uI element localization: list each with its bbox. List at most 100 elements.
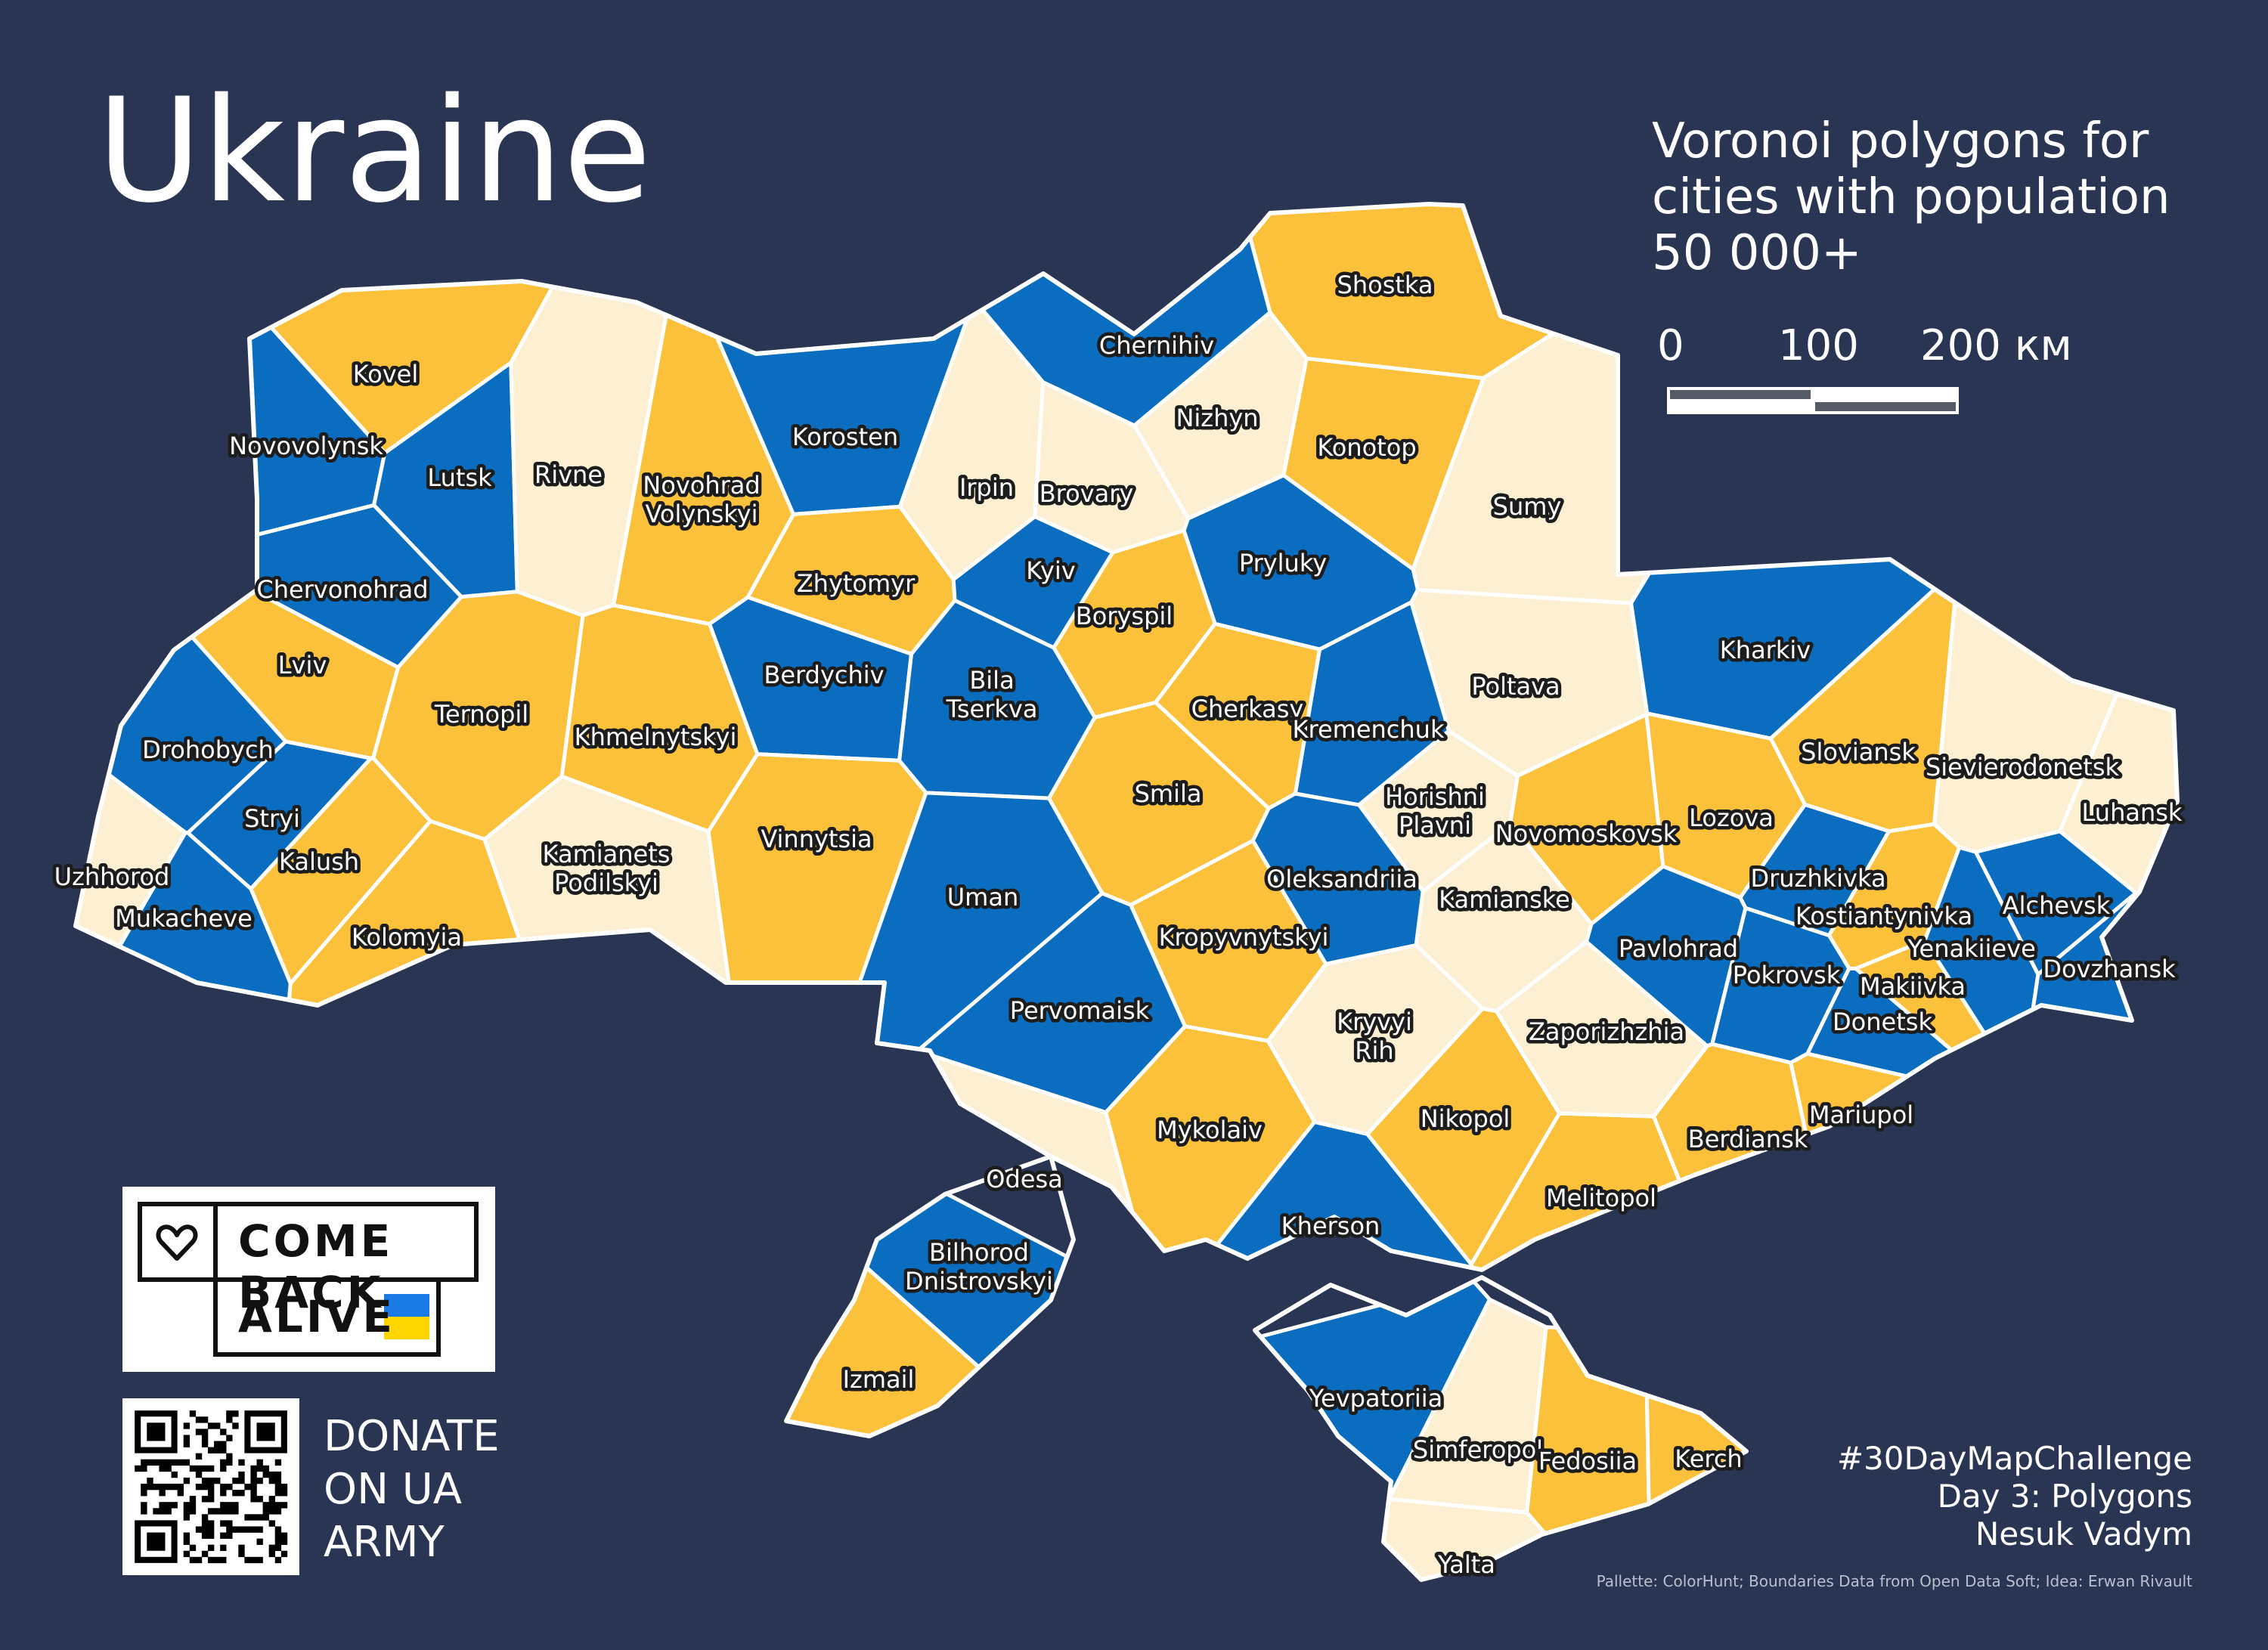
donate-text: DONATE ON UA ARMY	[324, 1410, 500, 1569]
city-label: Donetsk	[1833, 1008, 1932, 1036]
city-label: Kalush	[279, 847, 359, 876]
heart-icon	[156, 1224, 198, 1261]
flag-yellow	[384, 1317, 429, 1339]
scale-label-0: 0	[1657, 321, 1684, 370]
subtitle-line: 50 000+	[1652, 225, 1862, 281]
city-label: Berdychiv	[764, 661, 884, 689]
voronoi-cell-dovzhansk	[2019, 890, 2177, 1270]
city-label: Irpin	[959, 473, 1014, 502]
city-label: Dovzhansk	[2043, 955, 2176, 983]
city-label: Sloviansk	[1801, 738, 1916, 766]
come-back-alive-logo[interactable]: COME BACK ALIVE	[122, 1187, 495, 1372]
city-label: Nizhyn	[1176, 404, 1258, 432]
city-label: Kharkiv	[1720, 636, 1811, 664]
city-label: Drohobych	[142, 735, 274, 764]
city-label: Boryspil	[1076, 602, 1173, 630]
city-label: Horishni Plavni	[1385, 782, 1485, 840]
city-label: Kerch	[1675, 1444, 1742, 1473]
city-label: Kamianske	[1439, 885, 1570, 914]
city-label: Pervomaisk	[1010, 996, 1150, 1025]
city-label: Konotop	[1317, 433, 1416, 462]
city-label: Uzhhorod	[54, 862, 170, 891]
subtitle-line: Voronoi polygons for	[1652, 113, 2149, 169]
scale-bar	[1667, 387, 1959, 414]
city-label: Yenakiieve	[1907, 934, 2036, 963]
city-label: Zhytomyr	[797, 569, 916, 598]
city-label: Kryvyi Rih	[1337, 1008, 1412, 1065]
city-label: Novovolynsk	[229, 432, 383, 460]
city-label: Kherson	[1281, 1212, 1380, 1240]
city-label: Bila Tserkva	[946, 666, 1038, 723]
city-label: Rivne	[534, 460, 603, 489]
city-label: Mukacheve	[115, 904, 253, 933]
city-label: Odesa	[986, 1165, 1062, 1193]
city-label: Sievierodonetsk	[1926, 753, 2120, 782]
city-label: Nikopol	[1421, 1104, 1510, 1133]
city-label: Sumy	[1493, 492, 1562, 521]
city-label: Pokrovsk	[1733, 961, 1841, 989]
map-title: Ukraine	[97, 67, 652, 234]
city-label: Bilhorod Dnistrovskyi	[905, 1238, 1053, 1296]
map-subtitle: Voronoi polygons for cities with populat…	[1652, 113, 2170, 281]
country-outline	[784, 1154, 1076, 1438]
donate-qr-code[interactable]	[122, 1398, 299, 1575]
subtitle-line: cities with population	[1652, 169, 2170, 225]
city-label: Korosten	[792, 423, 898, 451]
city-label: Makiivka	[1860, 972, 1966, 1001]
city-label: Berdiansk	[1688, 1125, 1808, 1153]
qr-pattern	[135, 1410, 288, 1564]
city-label: Kovel	[353, 360, 418, 389]
city-label: Oleksandriia	[1266, 865, 1418, 893]
city-label: Melitopol	[1546, 1184, 1656, 1212]
donate-line: ARMY	[324, 1518, 445, 1567]
city-label: Novomoskovsk	[1495, 819, 1678, 848]
country-outline	[1253, 1275, 1749, 1582]
city-label: Kremenchuk	[1293, 715, 1445, 744]
scale-label-200: 200 км	[1920, 321, 2072, 370]
donate-line: DONATE	[324, 1412, 500, 1461]
credit-hashtag: #30DayMapChallenge	[1836, 1440, 2192, 1477]
city-label: Druzhkivka	[1750, 864, 1885, 893]
flag-blue	[384, 1294, 429, 1317]
city-label: Vinnytsia	[761, 825, 872, 853]
city-label: Yevpatoriia	[1309, 1384, 1443, 1413]
scale-label-100: 100	[1778, 321, 1859, 370]
city-label: Khmelnytskyi	[575, 723, 737, 751]
city-label: Fedosiia	[1538, 1447, 1637, 1475]
city-label: Chervonohrad	[256, 575, 428, 604]
city-label: Brovary	[1040, 479, 1134, 508]
city-label: Zaporizhzhia	[1529, 1017, 1684, 1046]
city-label: Lviv	[278, 651, 327, 680]
city-label: Uman	[947, 883, 1018, 912]
city-label: Alchevsk	[2003, 891, 2111, 920]
city-label: Kostiantynivka	[1796, 902, 1972, 930]
city-label: Novohrad Volynskyi	[643, 471, 760, 528]
city-label: Pryluky	[1239, 549, 1327, 577]
city-label: Ternopil	[434, 700, 528, 729]
city-label: Kyiv	[1026, 556, 1075, 585]
logo-frame	[138, 1202, 479, 1357]
data-sources-note: Pallette: ColorHunt; Boundaries Data fro…	[1596, 1572, 2192, 1590]
logo-line-1: COME BACK	[238, 1215, 394, 1318]
logo-line-2: ALIVE	[238, 1291, 395, 1342]
city-label: Kolomyia	[352, 923, 462, 952]
city-label: Pavlohrad	[1619, 934, 1738, 963]
city-label: Izmail	[843, 1365, 915, 1394]
city-label: Poltava	[1471, 672, 1560, 701]
country-outline	[73, 202, 2180, 1272]
city-label: Yalta	[1437, 1550, 1495, 1579]
city-label: Mykolaiv	[1157, 1116, 1263, 1144]
city-label: Kamianets Podilskyi	[543, 840, 671, 897]
city-label: Lutsk	[427, 463, 492, 492]
city-label: Cherkasy	[1191, 695, 1304, 723]
credit-author: Nesuk Vadym	[1975, 1515, 2192, 1552]
city-label: Chernihiv	[1099, 331, 1214, 360]
credit-day: Day 3: Polygons	[1937, 1478, 2192, 1515]
city-label: Stryi	[244, 804, 300, 833]
city-label: Smila	[1135, 779, 1202, 808]
donate-line: ON UA	[324, 1465, 463, 1514]
city-label: Simferopol	[1413, 1435, 1543, 1464]
city-label: Mariupol	[1809, 1101, 1913, 1129]
